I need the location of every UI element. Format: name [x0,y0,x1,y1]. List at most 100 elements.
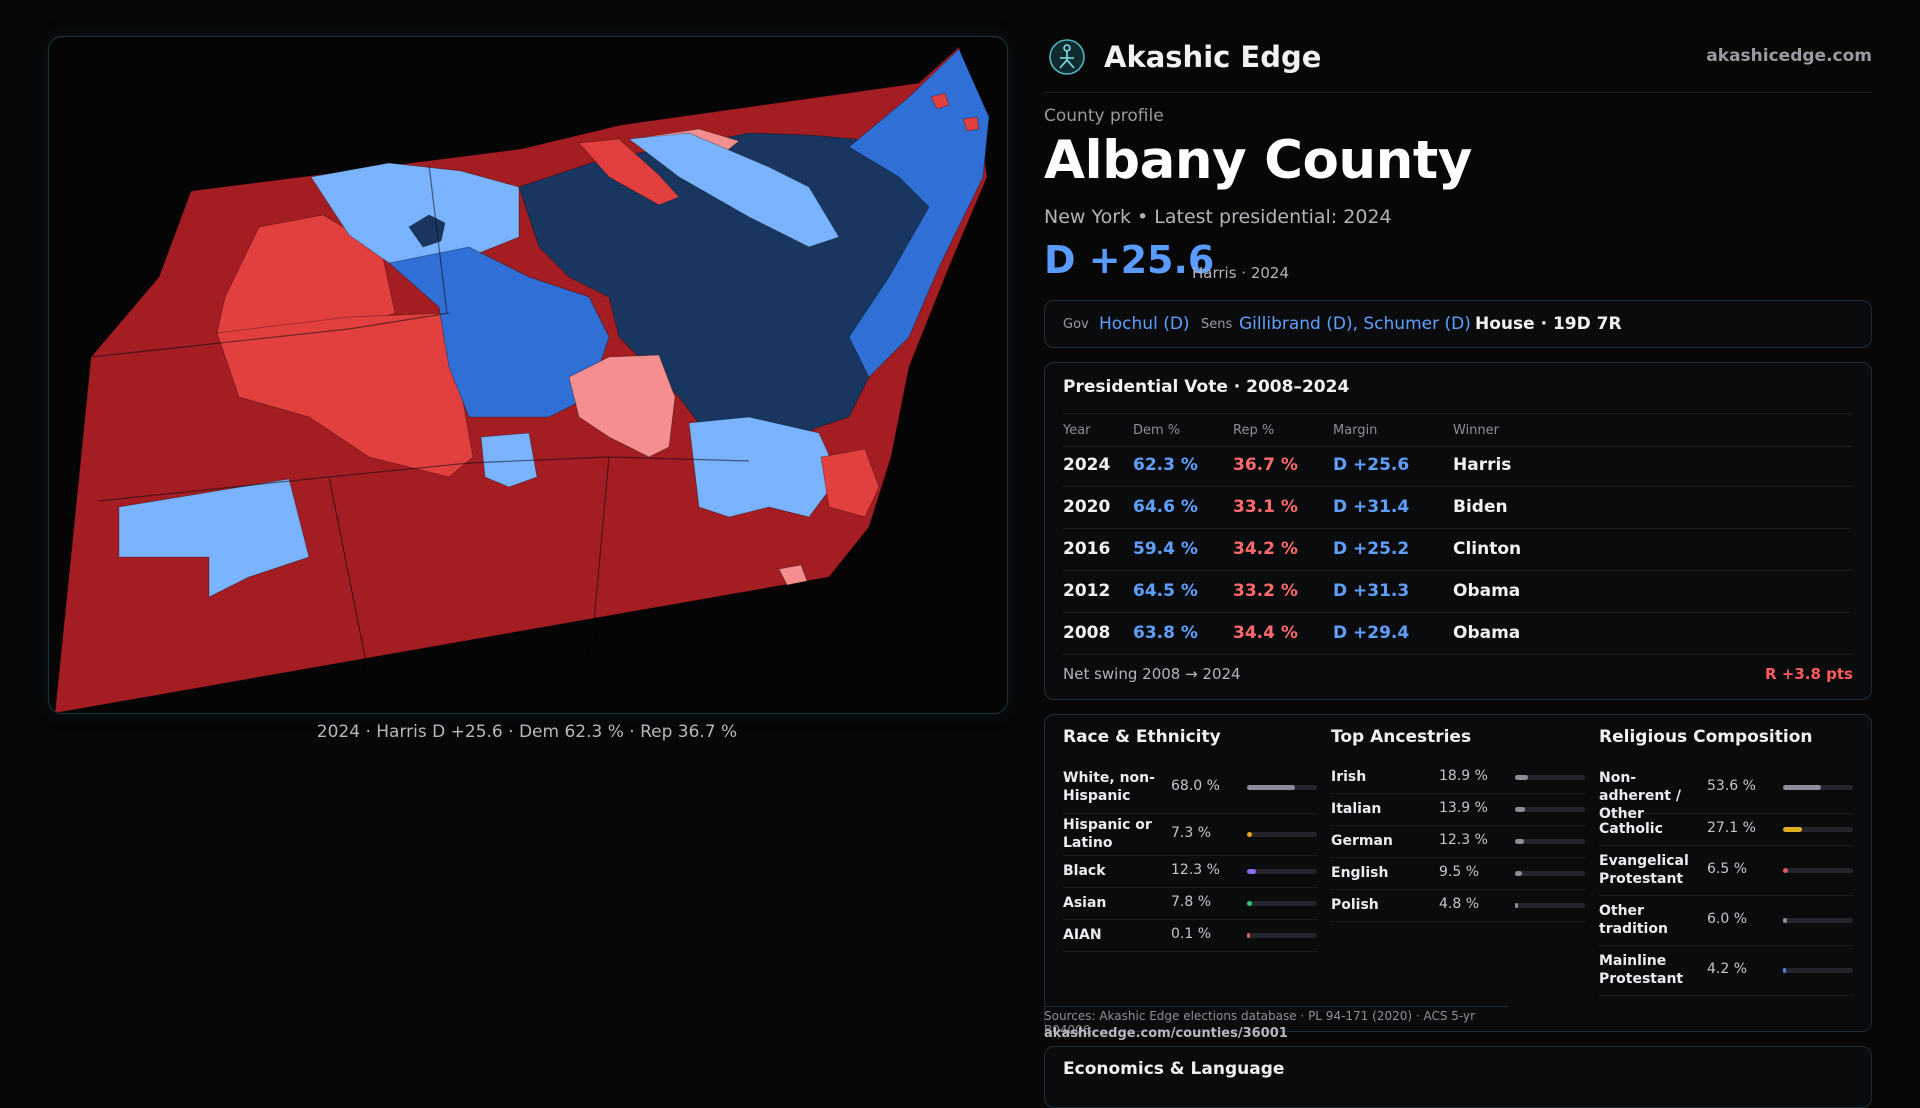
map-region-central-rep[interactable] [216,312,474,478]
map-region-east-rep[interactable] [820,448,880,518]
table-row: 2020 64.6 % 33.1 % D +31.4 Biden [1063,487,1851,529]
share-bar-fill [1247,901,1253,906]
county-map-panel[interactable] [48,36,1008,714]
item-value: 7.8 % [1171,894,1212,910]
county-title: Albany County [1044,130,1472,191]
map-region-ne-pink-2[interactable] [962,116,980,132]
item-label: Mainline Protestant [1599,953,1684,987]
share-bar [1247,933,1317,938]
brand-name[interactable]: Akashic Edge [1104,40,1322,74]
cell-dem: 59.4 % [1133,539,1198,559]
share-bar-fill [1247,869,1256,874]
cell-year: 2024 [1063,455,1111,475]
list-item: Hispanic or Latino 7.3 % [1063,813,1317,856]
cell-rep: 34.4 % [1233,623,1298,643]
share-bar [1247,869,1317,874]
share-bar [1247,832,1317,837]
headline-margin-sub: Harris · 2024 [1192,264,1290,282]
item-label: Polish [1331,897,1379,913]
map-region-se-light-dem[interactable] [688,416,840,518]
cell-margin: D +29.4 [1333,623,1410,643]
share-bar [1515,775,1585,780]
item-label: Irish [1331,769,1367,785]
share-bar-fill [1247,933,1250,938]
presidential-vote-title: Presidential Vote · 2008–2024 [1063,377,1350,397]
cell-margin: D +25.2 [1333,539,1410,559]
list-item: Italian 13.9 % [1331,793,1585,826]
presidential-table-header: Year Dem % Rep % Margin Winner [1063,413,1851,447]
share-bar-fill [1783,968,1786,973]
list-item: AIAN 0.1 % [1063,919,1317,952]
economics-card: Economics & Language [1044,1046,1872,1108]
share-bar-fill [1247,785,1295,790]
map-region-nw-light-dem[interactable] [310,162,520,264]
item-label: AIAN [1063,927,1102,943]
presidential-vote-card: Presidential Vote · 2008–2024 Year Dem %… [1044,362,1872,700]
table-row: 2008 63.8 % 34.4 % D +29.4 Obama [1063,613,1851,655]
officials-bar: Gov Hochul (D) Sens Gillibrand (D), Schu… [1044,300,1872,348]
cell-year: 2020 [1063,497,1111,517]
cell-winner: Clinton [1453,539,1522,559]
map-region-east-dem[interactable] [848,48,990,378]
cell-margin: D +31.3 [1333,581,1410,601]
item-label: Italian [1331,801,1382,817]
list-item: Catholic 27.1 % [1599,813,1853,846]
cell-dem: 62.3 % [1133,455,1198,475]
item-label: Other tradition [1599,903,1668,937]
brand-header: Akashic Edge akashicedge.com [1044,36,1872,93]
share-bar [1783,827,1853,832]
item-value: 13.9 % [1439,800,1488,816]
map-region-north-strip-red[interactable] [578,138,680,206]
item-value: 27.1 % [1707,820,1756,836]
map-region-pink-central[interactable] [568,354,676,458]
col-rep-header: Rep % [1233,423,1275,438]
item-label: Asian [1063,895,1107,911]
map-caption: 2024 · Harris D +25.6 · Dem 62.3 % · Rep… [316,722,738,742]
list-item: Black 12.3 % [1063,855,1317,888]
item-value: 53.6 % [1707,778,1756,794]
cell-rep: 36.7 % [1233,455,1298,475]
list-item: Other tradition 6.0 % [1599,895,1853,946]
cell-rep: 33.2 % [1233,581,1298,601]
sens-label: Sens [1201,317,1233,332]
item-value: 4.2 % [1707,961,1748,977]
share-bar-fill [1515,807,1525,812]
headline-margin: D +25.6 [1044,238,1215,282]
profile-eyebrow: County profile [1044,106,1164,126]
col-winner-header: Winner [1453,423,1500,438]
share-bar-fill [1515,839,1524,844]
map-region-albany-city[interactable] [518,126,980,458]
ancestry-title: Top Ancestries [1331,727,1472,747]
race-title: Race & Ethnicity [1063,727,1221,747]
map-region-diagonal-light-dem[interactable] [627,132,840,248]
governor-link[interactable]: Hochul (D) [1099,314,1190,334]
cell-winner: Harris [1453,455,1512,475]
col-margin-header: Margin [1333,423,1378,438]
brand-url-link[interactable]: akashicedge.com [1706,46,1872,66]
table-row: 2012 64.5 % 33.2 % D +31.3 Obama [1063,571,1851,613]
item-value: 12.3 % [1439,832,1488,848]
share-bar-fill [1515,903,1519,908]
item-value: 9.5 % [1439,864,1480,880]
list-item: White, non-Hispanic 68.0 % [1063,761,1317,814]
map-region-northeast-pink[interactable] [930,92,950,110]
cell-margin: D +31.4 [1333,497,1410,517]
share-bar-fill [1783,868,1788,873]
share-bar-fill [1783,827,1802,832]
sources-url-link[interactable]: akashicedge.com/counties/36001 [1044,1026,1288,1041]
col-dem-header: Dem % [1133,423,1181,438]
item-label: Catholic [1599,821,1663,837]
cell-dem: 64.6 % [1133,497,1198,517]
table-row: 2024 62.3 % 36.7 % D +25.6 Harris [1063,445,1851,487]
religion-title: Religious Composition [1599,727,1813,747]
share-bar [1515,903,1585,908]
share-bar [1515,871,1585,876]
map-region-south-light-dem[interactable] [118,478,310,598]
senators-link[interactable]: Gillibrand (D), Schumer (D) [1239,314,1471,334]
item-value: 6.5 % [1707,861,1748,877]
cell-year: 2012 [1063,581,1111,601]
map-region-se-pink[interactable] [778,564,808,586]
map-region-village-light-dem[interactable] [480,432,538,488]
county-map[interactable] [49,37,1007,713]
item-value: 4.8 % [1439,896,1480,912]
